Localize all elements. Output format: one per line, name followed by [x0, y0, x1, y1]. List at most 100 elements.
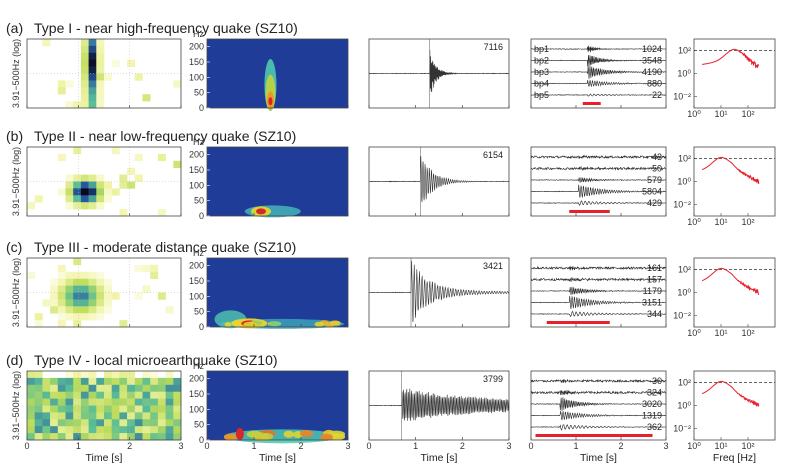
row-label: (d) [6, 352, 23, 368]
scalogram-cell [104, 377, 112, 386]
bandpass-trace [530, 295, 666, 309]
scalogram-cell [134, 377, 143, 386]
plot-frame [26, 38, 182, 109]
scalogram-cell [88, 306, 97, 314]
scalogram-cell [88, 66, 97, 74]
scalogram-cell [27, 271, 35, 279]
scalogram-cell [80, 73, 89, 81]
scalogram-cell [88, 73, 97, 81]
scalogram-cell [80, 87, 89, 95]
scalogram-cell [80, 433, 89, 441]
scalogram-cell [50, 426, 59, 434]
scalogram-cell [119, 398, 128, 406]
scalogram-cell [88, 80, 97, 88]
scalogram-cell [111, 426, 120, 434]
y-tick-label: 0 [199, 322, 204, 332]
scalogram-cell [27, 377, 35, 386]
scalogram-cell [173, 80, 182, 88]
x-tick-label: 10¹ [714, 328, 727, 338]
plot-frame [368, 38, 510, 109]
scalogram-cell [80, 412, 89, 420]
scalogram-cell [27, 412, 35, 420]
band-count: 3020 [642, 399, 662, 409]
scalogram-cell [42, 39, 51, 47]
spectrogram-panel: 200 150 100 50 0 Hz [189, 137, 349, 221]
scalogram-cell [150, 426, 159, 434]
scalogram-cell [142, 285, 151, 293]
energy-blob [224, 322, 232, 328]
x-tick-label: 10¹ [714, 109, 727, 119]
spectrum-panel: 10² 10⁰ 10⁻² 10⁰ 10¹ 10² [673, 257, 776, 338]
scalogram-cell [73, 306, 82, 314]
scalogram-cell [80, 313, 89, 321]
bandpass-trace [530, 93, 667, 97]
band-count: 50 [652, 164, 662, 174]
waveform-count: 6154 [483, 150, 503, 160]
scalogram-cell [34, 320, 43, 328]
waveform-trace [368, 388, 510, 421]
plot-frame [368, 370, 510, 441]
scalogram-cell [57, 377, 66, 386]
scalogram-cell [104, 278, 112, 286]
scalogram-cell [50, 299, 59, 307]
scalogram-cell [127, 405, 136, 413]
scalogram-cell [157, 292, 166, 300]
band-name: bp5 [534, 90, 549, 100]
scalogram-cell [96, 174, 105, 182]
y-tick-label: 150 [189, 389, 204, 399]
scalogram-cell [73, 147, 82, 155]
scalogram-cell [104, 299, 112, 307]
scalogram-cell [65, 174, 74, 182]
x-tick-label: 1 [573, 441, 578, 451]
scalogram-cell [73, 299, 82, 307]
row-2: (b) Type II - near low-frequency quake (S… [6, 128, 776, 227]
scalogram-cell [57, 188, 66, 196]
scalogram-cell [96, 202, 105, 210]
scalogram-cell [80, 59, 89, 67]
scalogram-cell [57, 398, 66, 406]
scalogram-cell [73, 384, 82, 392]
x-tick-label: 10¹ [714, 441, 727, 451]
y-tick-label: 10² [678, 378, 691, 388]
scalogram-cell [173, 419, 182, 427]
scalogram-cell [96, 87, 105, 95]
row-4: (d) Type IV - local microearthquake (SZ10… [6, 352, 776, 464]
scalogram-cell [88, 45, 97, 54]
bandpass-trace [530, 310, 667, 318]
scalogram-cell [142, 398, 151, 406]
x-axis-label: Time [s] [421, 452, 458, 464]
scalogram-cell [88, 87, 97, 95]
scalogram-cell [157, 419, 166, 427]
scalogram-cell [96, 39, 105, 47]
bandpass-trace [531, 265, 667, 271]
scalogram-cell [96, 285, 105, 293]
spectrum-line [701, 156, 760, 184]
energy-blob [256, 208, 267, 215]
scalogram-cell [57, 80, 66, 88]
scalogram-cell [111, 188, 120, 196]
scalogram-cell [73, 188, 82, 196]
scalogram-cell [80, 391, 89, 399]
scalogram-cell [80, 52, 89, 60]
row-label: (c) [6, 239, 22, 255]
scalogram-cell [165, 371, 174, 379]
scalogram-cell [73, 433, 82, 441]
scalogram-cell [111, 59, 120, 67]
scalogram-cell [134, 264, 143, 273]
scalogram-cell [88, 202, 97, 210]
scalogram-cell [80, 384, 89, 392]
plot-frame [530, 370, 667, 441]
scalogram-cell [119, 412, 128, 420]
scalogram-cell [80, 188, 89, 196]
scalogram-cell [142, 426, 151, 434]
scalogram-cell [73, 271, 82, 279]
scalogram-cell [142, 433, 151, 441]
scalogram-panel: 3.91−500Hz (log) [11, 257, 182, 328]
scalogram-cell [88, 419, 97, 427]
scalogram-cell [88, 181, 97, 189]
scalogram-cell [96, 419, 105, 427]
scalogram-cell [57, 391, 66, 399]
scalogram-cell [65, 313, 74, 321]
